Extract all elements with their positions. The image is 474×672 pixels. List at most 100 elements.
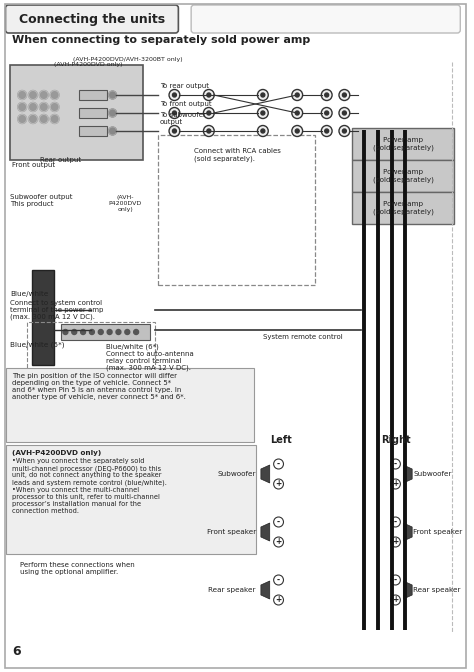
Circle shape xyxy=(203,126,214,136)
Circle shape xyxy=(173,111,176,115)
Circle shape xyxy=(339,126,350,136)
Text: -: - xyxy=(394,517,397,526)
Text: +: + xyxy=(392,538,399,546)
Text: (AVH-P4200DVD only): (AVH-P4200DVD only) xyxy=(54,62,122,67)
Circle shape xyxy=(391,537,401,547)
Circle shape xyxy=(342,129,346,133)
Circle shape xyxy=(109,127,117,135)
Circle shape xyxy=(273,517,283,527)
Polygon shape xyxy=(261,523,270,541)
Circle shape xyxy=(107,329,112,335)
Circle shape xyxy=(342,111,346,115)
Circle shape xyxy=(295,93,299,97)
Circle shape xyxy=(169,126,180,136)
FancyBboxPatch shape xyxy=(352,160,455,192)
FancyBboxPatch shape xyxy=(7,368,254,442)
Text: The pin position of the ISO connector will differ
depending on the type of vehic: The pin position of the ISO connector wi… xyxy=(12,373,186,400)
Circle shape xyxy=(261,111,265,115)
Circle shape xyxy=(39,91,48,99)
Circle shape xyxy=(173,129,176,133)
Text: Rear speaker: Rear speaker xyxy=(209,587,256,593)
Circle shape xyxy=(273,595,283,605)
Text: +: + xyxy=(275,538,282,546)
Circle shape xyxy=(125,329,130,335)
Text: Subwoofer: Subwoofer xyxy=(218,471,256,477)
Text: +: + xyxy=(275,480,282,489)
Circle shape xyxy=(28,114,37,124)
Text: Rear speaker: Rear speaker xyxy=(413,587,461,593)
Circle shape xyxy=(339,108,350,118)
Text: Power amp
(sold separately): Power amp (sold separately) xyxy=(373,137,434,151)
Circle shape xyxy=(295,111,299,115)
Text: Connect with RCA cables
(sold separately).: Connect with RCA cables (sold separately… xyxy=(194,148,281,161)
Text: (AVH-P4200DVD/AVH-3200BT only): (AVH-P4200DVD/AVH-3200BT only) xyxy=(73,57,183,62)
Text: +: + xyxy=(392,595,399,605)
Circle shape xyxy=(169,89,180,101)
Text: Power amp
(sold separately): Power amp (sold separately) xyxy=(373,201,434,215)
Circle shape xyxy=(81,329,85,335)
Circle shape xyxy=(39,103,48,112)
Text: Left: Left xyxy=(270,435,292,445)
Circle shape xyxy=(261,129,265,133)
Text: -: - xyxy=(394,460,397,468)
Text: Front output: Front output xyxy=(12,162,55,168)
Text: To subwoofer
output: To subwoofer output xyxy=(160,112,206,125)
FancyBboxPatch shape xyxy=(352,128,455,160)
Circle shape xyxy=(273,479,283,489)
Text: This product: This product xyxy=(10,201,54,207)
Circle shape xyxy=(292,89,302,101)
Text: -: - xyxy=(394,575,397,585)
Circle shape xyxy=(28,103,37,112)
Polygon shape xyxy=(261,465,270,483)
Circle shape xyxy=(72,329,77,335)
Text: Perform these connections when
using the optional amplifier.: Perform these connections when using the… xyxy=(20,562,135,575)
Text: -: - xyxy=(277,460,280,468)
Circle shape xyxy=(321,126,332,136)
Text: 6: 6 xyxy=(12,645,21,658)
FancyBboxPatch shape xyxy=(352,192,455,224)
Text: (AVH-
P4200DVD
only): (AVH- P4200DVD only) xyxy=(109,195,142,212)
Circle shape xyxy=(203,108,214,118)
Circle shape xyxy=(342,93,346,97)
Circle shape xyxy=(292,126,302,136)
Text: Front speaker: Front speaker xyxy=(207,529,256,535)
Circle shape xyxy=(391,459,401,469)
Circle shape xyxy=(295,129,299,133)
Circle shape xyxy=(28,91,37,99)
Circle shape xyxy=(321,89,332,101)
Text: Blue/white (5*): Blue/white (5*) xyxy=(10,341,65,348)
Polygon shape xyxy=(403,465,412,483)
Text: (AVH-P4200DVD only): (AVH-P4200DVD only) xyxy=(12,450,101,456)
Circle shape xyxy=(169,108,180,118)
FancyBboxPatch shape xyxy=(32,270,54,365)
FancyBboxPatch shape xyxy=(79,90,107,100)
Circle shape xyxy=(18,114,27,124)
Circle shape xyxy=(109,109,117,117)
Circle shape xyxy=(325,129,328,133)
Text: To rear output: To rear output xyxy=(160,83,209,89)
Text: Subwoofer: Subwoofer xyxy=(413,471,452,477)
FancyBboxPatch shape xyxy=(62,324,150,340)
Circle shape xyxy=(109,91,117,99)
Text: •When you connect the separately sold
multi-channel processor (DEQ-P6600) to thi: •When you connect the separately sold mu… xyxy=(12,458,167,514)
FancyBboxPatch shape xyxy=(79,126,107,136)
Circle shape xyxy=(391,575,401,585)
Circle shape xyxy=(273,537,283,547)
Text: +: + xyxy=(275,595,282,605)
Circle shape xyxy=(207,111,211,115)
Text: -: - xyxy=(277,517,280,526)
Circle shape xyxy=(391,479,401,489)
Circle shape xyxy=(261,93,265,97)
Circle shape xyxy=(321,108,332,118)
Text: To front output: To front output xyxy=(160,101,211,107)
Polygon shape xyxy=(403,581,412,599)
Circle shape xyxy=(207,129,211,133)
Circle shape xyxy=(391,595,401,605)
Text: Front speaker: Front speaker xyxy=(413,529,463,535)
Circle shape xyxy=(63,329,68,335)
Text: -: - xyxy=(277,575,280,585)
Circle shape xyxy=(116,329,121,335)
FancyBboxPatch shape xyxy=(6,5,178,33)
Circle shape xyxy=(339,89,350,101)
Circle shape xyxy=(39,114,48,124)
